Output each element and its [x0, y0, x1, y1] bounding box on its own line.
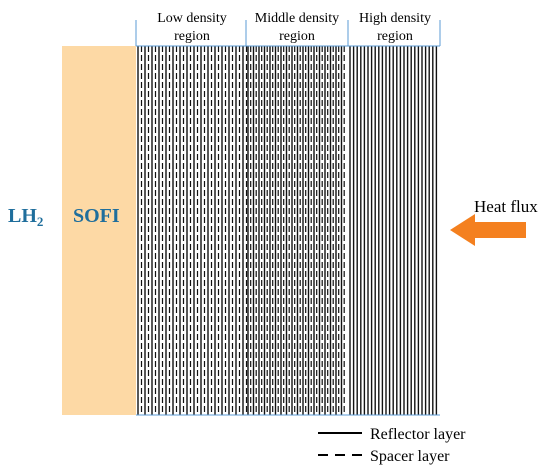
lh2-subscript: 2 — [37, 214, 44, 229]
mli-layers — [137, 46, 438, 415]
lh2-text: LH — [8, 205, 37, 227]
heat-flux-label: Heat flux — [474, 197, 538, 216]
region-label: Middle density — [255, 11, 339, 26]
sofi-label: SOFI — [73, 205, 120, 227]
legend-label: Reflector layer — [370, 426, 466, 443]
region-label: region — [279, 29, 315, 44]
region-label: region — [174, 29, 210, 44]
lh2-label: LH2 — [8, 205, 43, 229]
region-label: Low density — [157, 11, 227, 26]
region-brackets — [135, 20, 441, 416]
legend-label: Spacer layer — [370, 448, 450, 465]
sofi-layer — [62, 46, 136, 415]
region-label: region — [377, 29, 413, 44]
region-label: High density — [359, 11, 431, 26]
heat-flux-arrow — [450, 214, 526, 246]
